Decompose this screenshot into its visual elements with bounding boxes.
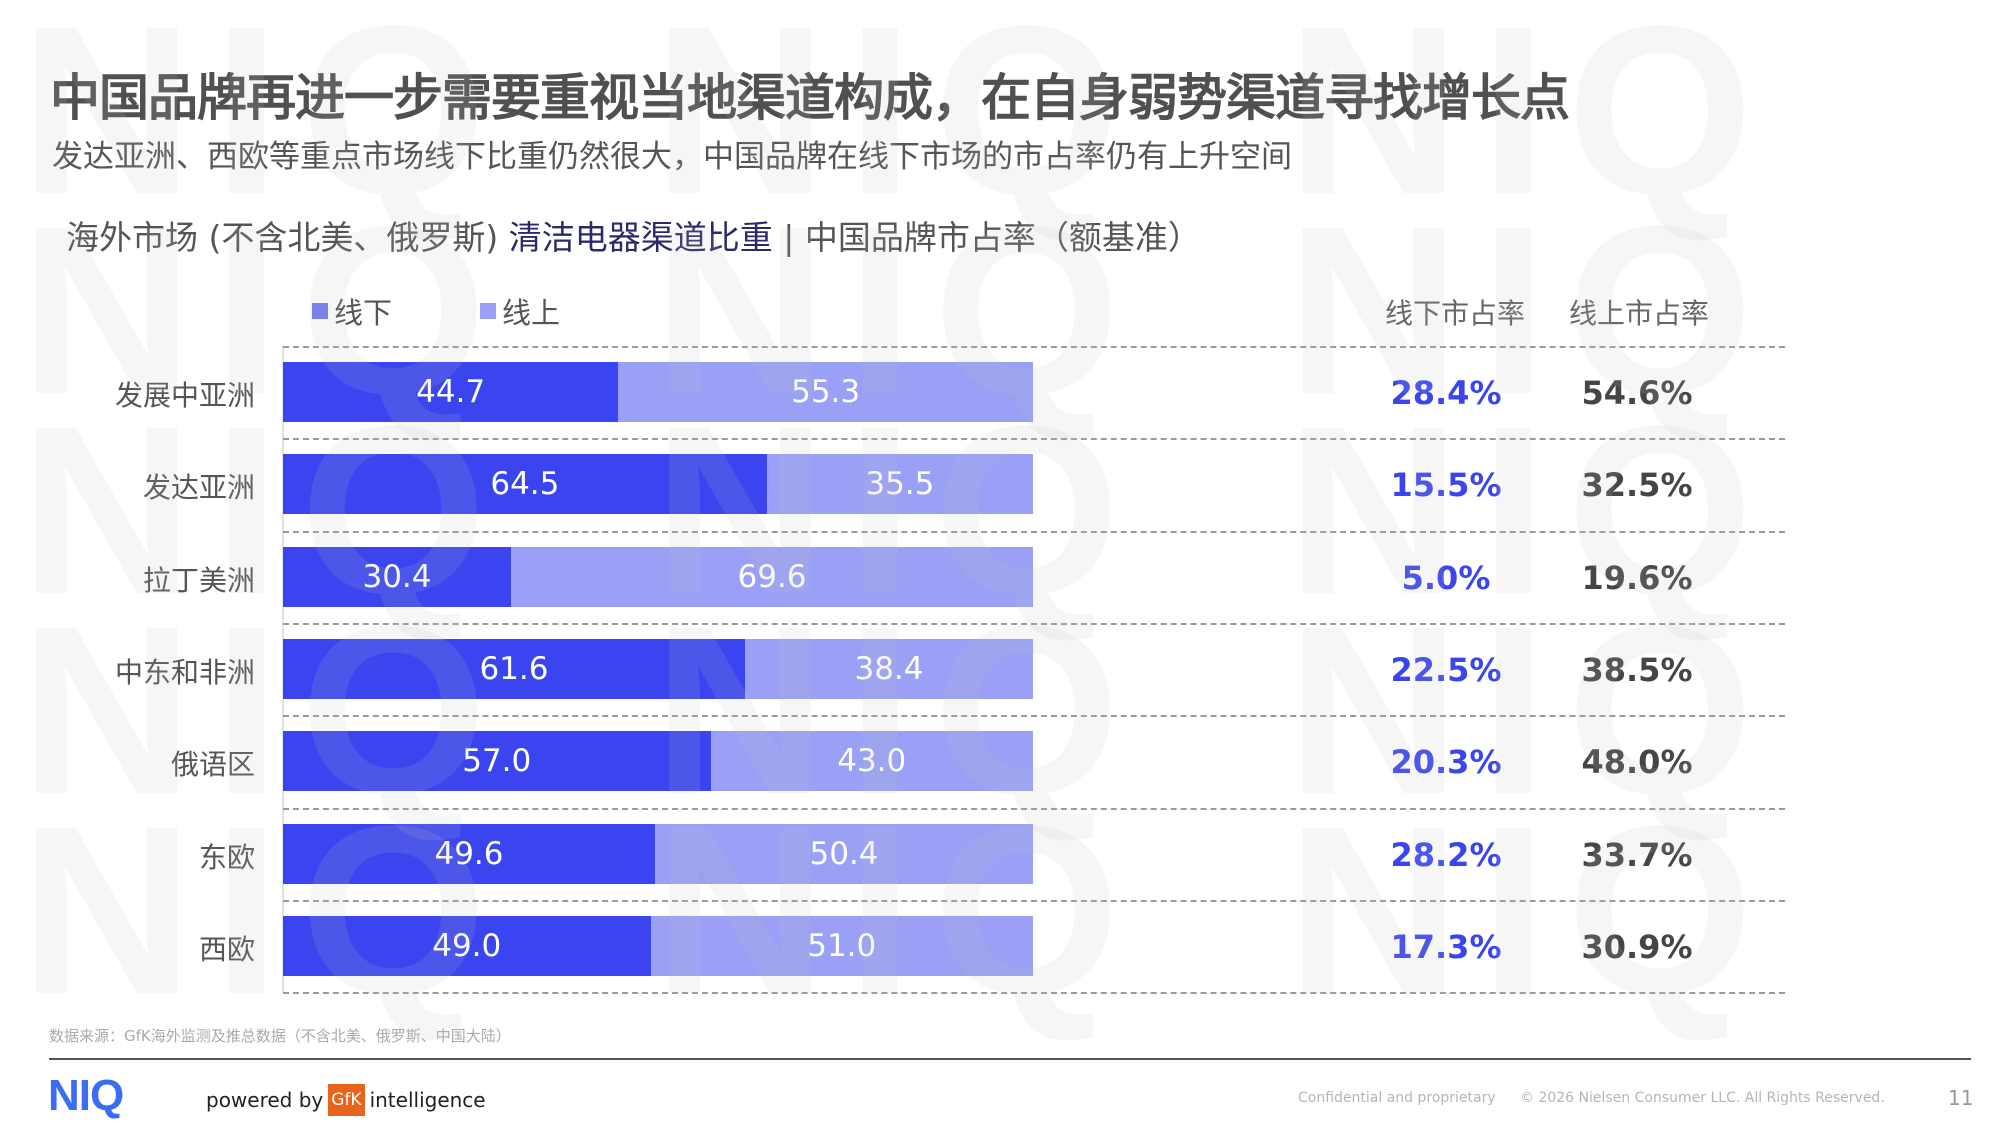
chart-heading: 海外市场 (不含北美、俄罗斯) 清洁电器渠道比重 | 中国品牌市占率（额基准） xyxy=(66,211,1201,259)
bar-online: 51.0 xyxy=(650,915,1033,976)
offline-share-value: 22.5% xyxy=(1390,650,1502,689)
footer-divider xyxy=(49,1058,1971,1060)
bar-data-label: 38.4 xyxy=(854,650,924,687)
chart-heading-metric: 清洁电器渠道比重 xyxy=(508,218,773,257)
bar-data-label: 35.5 xyxy=(865,466,935,503)
legend-item-online: 线上 xyxy=(480,290,560,332)
category-label: 东欧 xyxy=(198,840,255,874)
category-label: 西欧 xyxy=(198,932,255,966)
bar-offline: 64.5 xyxy=(283,454,767,515)
gridline xyxy=(283,807,1785,810)
online-share-value: 30.9% xyxy=(1581,927,1693,966)
gridline xyxy=(283,438,1785,441)
bar-offline: 57.0 xyxy=(283,731,711,792)
gfk-logo: GfK xyxy=(328,1084,365,1116)
page-subtitle: 发达亚洲、西欧等重点市场线下比重仍然很大，中国品牌在线下市场的市占率仍有上升空间 xyxy=(52,139,1292,175)
source-note: 数据来源：GfK海外监测及推总数据（不含北美、俄罗斯、中国大陆） xyxy=(49,1027,511,1045)
bar-online: 35.5 xyxy=(766,454,1033,515)
category-label: 拉丁美洲 xyxy=(142,563,255,597)
bar-data-label: 50.4 xyxy=(809,835,879,872)
bar-online: 38.4 xyxy=(745,638,1033,699)
bar-offline: 44.7 xyxy=(283,362,619,422)
offline-share-value: 15.5% xyxy=(1390,466,1502,505)
bar-online: 55.3 xyxy=(618,362,1033,422)
offline-share-value: 5.0% xyxy=(1401,558,1491,597)
online-share-value: 54.6% xyxy=(1581,374,1693,412)
bar-data-label: 64.5 xyxy=(490,466,560,503)
gridline xyxy=(283,715,1785,718)
bar-offline: 49.0 xyxy=(283,915,651,976)
bar-data-label: 69.6 xyxy=(737,558,807,595)
bar-data-label: 55.3 xyxy=(791,374,861,410)
bar-offline: 61.6 xyxy=(283,638,745,699)
online-share-value: 48.0% xyxy=(1581,743,1693,782)
bar-offline: 49.6 xyxy=(283,823,655,884)
gridline xyxy=(283,622,1785,625)
category-label: 中东和非洲 xyxy=(114,655,255,689)
online-share-value: 19.6% xyxy=(1581,558,1693,597)
intelligence-text: intelligence xyxy=(369,1088,486,1112)
page-title: 中国品牌再进一步需要重视当地渠道构成，在自身弱势渠道寻找增长点 xyxy=(50,69,1570,127)
bar-data-label: 51.0 xyxy=(807,927,877,964)
bar-online: 50.4 xyxy=(655,823,1033,884)
bar-data-label: 49.6 xyxy=(434,835,504,872)
column-header-offline-share: 线下市占率 xyxy=(1385,297,1526,330)
bar-data-label: 30.4 xyxy=(362,558,432,595)
offline-share-value: 20.3% xyxy=(1390,743,1502,782)
niq-logo: NIQ xyxy=(48,1071,124,1120)
legend-swatch-online xyxy=(480,303,496,319)
gridline xyxy=(283,346,1785,348)
online-share-value: 33.7% xyxy=(1581,835,1693,874)
gridline xyxy=(283,992,1785,995)
bar-data-label: 44.7 xyxy=(416,374,486,410)
bar-data-label: 61.6 xyxy=(479,650,549,687)
category-label: 发展中亚洲 xyxy=(114,379,255,412)
offline-share-value: 17.3% xyxy=(1390,927,1502,966)
bar-data-label: 49.0 xyxy=(432,927,502,964)
offline-share-value: 28.2% xyxy=(1390,835,1502,874)
page-number: 11 xyxy=(1948,1086,1974,1110)
category-label: 俄语区 xyxy=(170,748,255,782)
chart-heading-share: | 中国品牌市占率（额基准） xyxy=(772,218,1201,257)
bar-online: 69.6 xyxy=(511,546,1033,607)
category-label: 发达亚洲 xyxy=(142,471,255,505)
gridline xyxy=(283,530,1785,533)
online-share-value: 38.5% xyxy=(1581,650,1693,689)
bar-data-label: 57.0 xyxy=(462,743,532,780)
legend-label-offline: 线下 xyxy=(334,296,393,330)
legend-item-offline: 线下 xyxy=(312,290,392,332)
legend-label-online: 线上 xyxy=(502,296,561,330)
chart-heading-scope: 海外市场 (不含北美、俄罗斯) xyxy=(66,218,509,257)
legend-swatch-offline xyxy=(312,303,328,319)
copyright-note: © 2026 Nielsen Consumer LLC. All Rights … xyxy=(1520,1090,1885,1106)
bar-offline: 30.4 xyxy=(283,546,511,607)
bar-data-label: 43.0 xyxy=(837,743,907,780)
offline-share-value: 28.4% xyxy=(1390,374,1502,412)
bar-online: 43.0 xyxy=(710,731,1033,792)
column-header-online-share: 线上市占率 xyxy=(1569,297,1710,330)
online-share-value: 32.5% xyxy=(1581,466,1693,505)
powered-by-text: powered by xyxy=(206,1088,324,1112)
gridline xyxy=(283,899,1785,902)
powered-by-gfk: powered by GfK intelligence xyxy=(206,1084,486,1116)
confidential-note: Confidential and proprietary xyxy=(1298,1090,1496,1106)
